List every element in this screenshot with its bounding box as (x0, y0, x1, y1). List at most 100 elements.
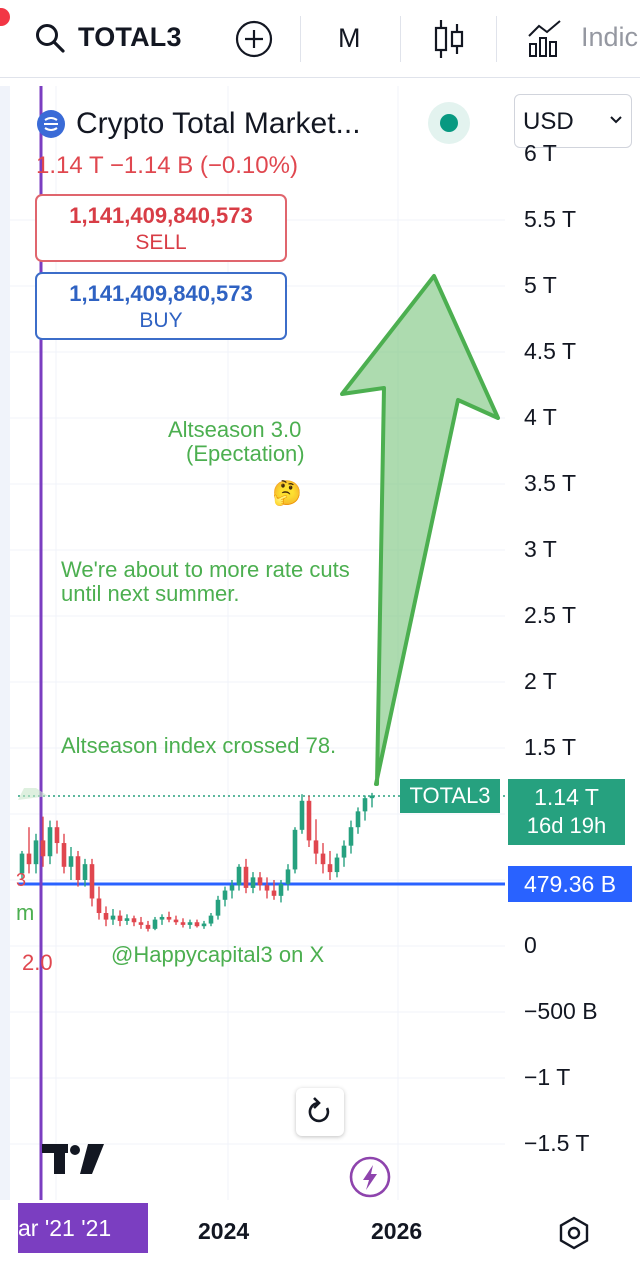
candle-body (278, 883, 284, 896)
legend-title: Crypto Total Market... (76, 107, 361, 140)
bar-countdown: 16d 19h (526, 813, 607, 838)
candle-body (341, 845, 347, 858)
reset-chart-button[interactable] (296, 1088, 344, 1136)
search-icon[interactable] (32, 20, 68, 56)
price-axis-label: −1 T (524, 1064, 571, 1090)
annotation-index[interactable]: Altseason index crossed 78. (61, 733, 337, 758)
candle-body (89, 864, 95, 899)
target-arrow-shape (340, 274, 500, 786)
candle-body (236, 866, 242, 886)
candle-body (201, 923, 207, 927)
candle-body (257, 877, 263, 886)
price-axis-label: 3.5 T (524, 470, 576, 496)
candle-body (369, 795, 375, 799)
left-cut-label: 2.0 (22, 950, 53, 975)
candle-body (334, 857, 340, 873)
indicators-button[interactable]: Indic (581, 22, 639, 52)
candle-body (320, 853, 326, 865)
horizontal-line-price-tag: 479.36 B (508, 866, 632, 902)
candle-body (47, 827, 53, 857)
candles-icon[interactable] (432, 18, 466, 60)
candle-body (355, 811, 361, 828)
candle-body (68, 856, 74, 867)
price-axis-label: 2.5 T (524, 602, 576, 628)
price-axis-label: 5.5 T (524, 206, 576, 232)
left-cut-label: m (16, 900, 35, 925)
candle-body (180, 922, 186, 925)
currency-value: USD (523, 108, 574, 135)
candle-body (327, 864, 333, 873)
annotation-rate-cuts[interactable]: We're about to more rate cuts (61, 557, 350, 582)
toolbar-divider (400, 16, 401, 62)
candle-body (110, 915, 116, 920)
annotation-expectation[interactable]: (Epectation) (186, 441, 305, 466)
candle-body (19, 853, 25, 874)
tradingview-logo-icon (42, 1144, 104, 1174)
candle-body (215, 899, 221, 916)
candle-series (19, 792, 375, 932)
price-axis-label: −500 B (524, 998, 598, 1024)
thinking-emoji[interactable]: 🤔 (272, 480, 302, 507)
time-axis-highlight: ar '21 '21 (18, 1203, 148, 1253)
lightning-icon[interactable] (348, 1155, 392, 1199)
candle-body (285, 869, 291, 884)
candle-body (75, 856, 81, 880)
price-axis-label: 1.5 T (524, 734, 576, 760)
sell-button[interactable]: 1,141,409,840,573 SELL (35, 194, 287, 262)
annotation-handle[interactable]: @Happycapital3 on X (111, 942, 325, 967)
candle-body (152, 919, 158, 929)
interval-button[interactable]: M (338, 23, 361, 53)
buy-price: 1,141,409,840,573 (69, 281, 253, 306)
candle-body (250, 877, 256, 888)
last-price-tag: 1.14 T 16d 19h (508, 779, 625, 845)
settings-icon[interactable] (556, 1215, 592, 1251)
candle-body (166, 916, 172, 920)
time-label-2024: 2024 (198, 1218, 250, 1244)
candle-body (54, 827, 60, 844)
legend-title-row[interactable]: Crypto Total Market... (36, 104, 361, 144)
annotation-summer[interactable]: until next summer. (61, 581, 240, 606)
chevron-down-icon (610, 116, 622, 124)
toolbar-divider (300, 16, 301, 62)
candle-body (40, 840, 46, 857)
candle-body (173, 919, 179, 923)
candle-body (159, 916, 165, 920)
price-axis-label: 6 T (524, 140, 557, 166)
symbol-name[interactable]: TOTAL3 (78, 22, 182, 52)
candle-body (138, 922, 144, 925)
sell-price: 1,141,409,840,573 (69, 203, 253, 228)
candle-body (61, 843, 67, 867)
price-axis-label: 3 T (524, 536, 557, 562)
market-status[interactable] (428, 102, 470, 144)
candle-body (145, 924, 151, 929)
last-price: 1.14 T (534, 784, 599, 810)
candle-body (264, 885, 270, 891)
coin-icon (37, 110, 65, 138)
price-axis-label: 4.5 T (524, 338, 576, 364)
candle-body (82, 864, 88, 880)
candle-body (292, 829, 298, 870)
currency-select[interactable]: USD (514, 94, 632, 148)
candle-body (187, 922, 193, 925)
candle-body (229, 885, 235, 891)
annotation-altseason[interactable]: Altseason 3.0 (168, 417, 302, 442)
candle-body (124, 918, 130, 921)
add-symbol-icon[interactable] (235, 20, 273, 58)
buy-button[interactable]: 1,141,409,840,573 BUY (35, 272, 287, 340)
market-open-icon (440, 114, 458, 132)
pane-left-border (0, 86, 10, 1267)
price-axis-label: 0 (524, 932, 537, 958)
candle-body (222, 890, 228, 900)
symbol-price-tag: TOTAL3 (400, 779, 500, 813)
ohlc-change: 1.14 T −1.14 B (−0.10%) (36, 152, 298, 179)
top-toolbar: TOTAL3 M Indic (0, 0, 640, 78)
candle-body (131, 918, 137, 923)
indicators-icon[interactable] (526, 18, 564, 58)
notification-dot (0, 8, 10, 26)
candle-body (103, 913, 109, 920)
candle-body (117, 915, 123, 921)
area-fragment (18, 788, 48, 800)
price-axis-label: −1.5 T (524, 1130, 590, 1156)
candle-body (96, 898, 102, 913)
price-axis-label: 4 T (524, 404, 557, 430)
